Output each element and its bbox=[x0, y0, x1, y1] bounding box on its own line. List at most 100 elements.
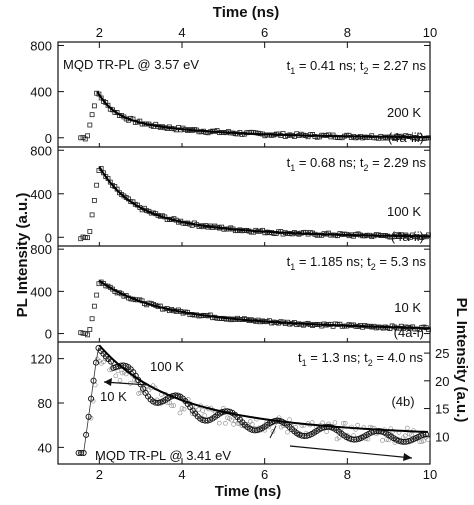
data-point bbox=[89, 316, 95, 322]
fit-text-part: = 2.27 ns bbox=[369, 58, 427, 73]
fit-curve bbox=[96, 91, 430, 139]
y-tick-label: 400 bbox=[30, 187, 52, 202]
data-point bbox=[94, 292, 100, 298]
top-x-tick-label: 4 bbox=[178, 25, 185, 40]
bottom-x-tick-label: 8 bbox=[344, 467, 351, 482]
bottom-x-axis-title: Time (ns) bbox=[215, 483, 281, 500]
x-axes: 2 2 4 4 6 6 8 8 10 10 bbox=[58, 25, 437, 482]
panel-header-label: MQD TR-PL @ 3.41 eV bbox=[95, 448, 231, 463]
data-point-100K bbox=[425, 437, 431, 442]
fit-text-part: 1 bbox=[290, 66, 295, 76]
panel-id-label: (4a-ii) bbox=[391, 229, 424, 244]
y-tick-label: 400 bbox=[30, 85, 52, 100]
fit-parameters-label: t1 = 1.3 ns; t2 = 4.0 ns bbox=[298, 350, 423, 368]
fit-text-part: 2 bbox=[371, 262, 376, 272]
right-y-tick-label: 25 bbox=[435, 346, 449, 361]
data-point-100K bbox=[200, 408, 205, 413]
fit-text-part: 2 bbox=[368, 358, 373, 368]
data-point-100K bbox=[179, 406, 185, 411]
fit-text-part: 2 bbox=[364, 66, 369, 76]
data-point-10K bbox=[107, 358, 114, 365]
arrow-100K bbox=[289, 445, 413, 459]
fit-text-part: = 4.0 ns bbox=[373, 350, 424, 365]
data-point bbox=[94, 182, 100, 188]
temperature-label: 10 K bbox=[394, 300, 421, 315]
data-point-100K bbox=[402, 433, 408, 439]
bottom-x-tick-label: 6 bbox=[261, 467, 268, 482]
data-point-100K bbox=[196, 407, 201, 412]
y-tick-label: 0 bbox=[45, 230, 52, 245]
fit-parameters-label: t1 = 1.185 ns; t2 = 5.3 ns bbox=[287, 254, 427, 272]
fit-parameters-label: t1 = 0.41 ns; t2 = 2.27 ns bbox=[287, 58, 427, 76]
data-point bbox=[91, 303, 97, 309]
top-x-tick-label: 2 bbox=[96, 25, 103, 40]
panel-4b: 40 80 120 10 15 20 25 10 K 100 K t1 = 1.3 ns; t2 … bbox=[30, 344, 449, 463]
top-x-tick-label: 8 bbox=[344, 25, 351, 40]
left-y-axis-title: PL Intensity (a.u.) bbox=[14, 193, 31, 318]
data-point-100K bbox=[332, 420, 338, 425]
data-point bbox=[87, 122, 93, 128]
data-point-100K bbox=[113, 373, 119, 379]
arrow-head-100K bbox=[403, 453, 412, 461]
panel-id-label: (4a-i) bbox=[394, 325, 424, 340]
fit-text-part: = 1.185 ns; t bbox=[295, 254, 371, 269]
data-point-100K bbox=[130, 372, 135, 378]
data-point-100K bbox=[177, 410, 183, 416]
right-y-tick-label: 20 bbox=[435, 374, 449, 389]
top-x-tick-label: 6 bbox=[261, 25, 268, 40]
fit-text-part: 1 bbox=[290, 163, 295, 173]
data-point-100K bbox=[336, 435, 342, 440]
y-tick-label: 800 bbox=[30, 143, 52, 158]
data-point-100K bbox=[171, 403, 177, 408]
fit-text-part: = 0.41 ns; t bbox=[295, 58, 364, 73]
data-point-100K bbox=[380, 438, 385, 443]
fit-text-part: t bbox=[287, 155, 291, 170]
y-tick-label: 0 bbox=[45, 327, 52, 342]
data-point-100K bbox=[247, 419, 253, 424]
fit-text-part: t bbox=[298, 350, 302, 365]
fit-text-part: t bbox=[287, 254, 291, 269]
y-tick-label: 0 bbox=[45, 131, 52, 146]
fit-text-part: = 1.3 ns; t bbox=[307, 350, 368, 365]
data-point-100K bbox=[119, 370, 125, 376]
data-point-100K bbox=[181, 406, 187, 412]
data-point bbox=[87, 327, 93, 332]
fit-text-part: 1 bbox=[302, 358, 307, 368]
data-point-100K bbox=[117, 377, 123, 383]
top-x-axis-title: Time (ns) bbox=[213, 4, 279, 21]
data-point-100K bbox=[287, 417, 292, 422]
fit-text-part: = 2.29 ns bbox=[369, 155, 427, 170]
data-point-100K bbox=[355, 422, 360, 428]
y-tick-label: 40 bbox=[38, 440, 52, 455]
data-point bbox=[85, 332, 90, 338]
fit-text-part: t bbox=[287, 58, 291, 73]
data-point-100K bbox=[285, 429, 290, 435]
arrow-head-10K bbox=[104, 378, 112, 386]
panel-header-label: MQD TR-PL @ 3.57 eV bbox=[63, 57, 199, 72]
bottom-x-tick-label: 2 bbox=[96, 467, 103, 482]
data-point-100K bbox=[324, 429, 329, 434]
data-point-100K bbox=[342, 420, 348, 426]
data-point bbox=[91, 103, 97, 109]
data-point-100K bbox=[225, 415, 230, 421]
data-point-100K bbox=[231, 422, 236, 427]
right-y-tick-label: 15 bbox=[435, 402, 449, 417]
marker-tick bbox=[269, 425, 277, 439]
panel-4a-iii: 0 400 800 MQD TR-PL @ 3.57 eV t1 = 0.41 ns; … bbox=[30, 38, 431, 146]
data-point-100K bbox=[169, 403, 174, 409]
y-tick-label: 800 bbox=[30, 242, 52, 257]
right-y-tick-label: 10 bbox=[435, 429, 449, 444]
top-x-tick-label: 10 bbox=[423, 25, 437, 40]
right-y-axis-title: PL Intensity (a.u.) bbox=[453, 298, 470, 423]
panel-id-label: (4a-iii) bbox=[388, 130, 424, 145]
data-point bbox=[89, 112, 95, 118]
fit-parameters-label: t1 = 0.68 ns; t2 = 2.29 ns bbox=[287, 155, 427, 173]
data-point-100K bbox=[101, 359, 106, 365]
fit-text-part: 2 bbox=[364, 163, 369, 173]
data-point bbox=[89, 212, 95, 218]
fit-text-part: = 0.68 ns; t bbox=[295, 155, 364, 170]
data-point-100K bbox=[192, 409, 197, 415]
data-point-100K bbox=[216, 420, 222, 426]
label-10K: 10 K bbox=[100, 389, 127, 404]
